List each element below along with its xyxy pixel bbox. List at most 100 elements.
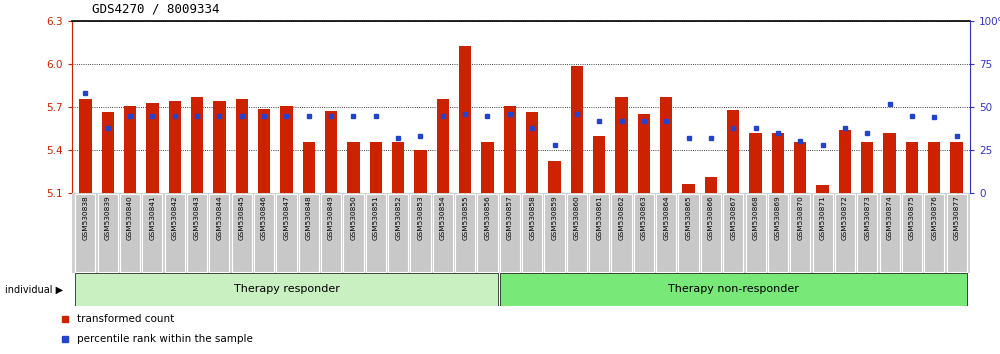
FancyBboxPatch shape (835, 194, 855, 272)
Text: GSM530865: GSM530865 (686, 195, 692, 240)
Text: GSM530864: GSM530864 (663, 195, 669, 240)
Bar (414, 150, 427, 193)
FancyBboxPatch shape (656, 194, 676, 272)
Text: GSM530869: GSM530869 (775, 195, 781, 240)
FancyBboxPatch shape (187, 194, 207, 272)
Bar (102, 112, 114, 193)
FancyBboxPatch shape (321, 194, 341, 272)
Bar (370, 142, 382, 193)
FancyBboxPatch shape (746, 194, 766, 272)
Text: GSM530838: GSM530838 (82, 195, 88, 240)
Text: GDS4270 / 8009334: GDS4270 / 8009334 (92, 3, 220, 16)
Bar (906, 142, 918, 193)
Bar (950, 142, 963, 193)
FancyBboxPatch shape (98, 194, 118, 272)
Text: GSM530871: GSM530871 (820, 195, 826, 240)
Text: GSM530856: GSM530856 (484, 195, 490, 240)
FancyBboxPatch shape (544, 194, 565, 272)
FancyBboxPatch shape (75, 194, 95, 272)
Text: individual ▶: individual ▶ (5, 284, 63, 295)
Bar (816, 185, 829, 193)
Text: GSM530872: GSM530872 (842, 195, 848, 240)
Text: GSM530870: GSM530870 (797, 195, 803, 240)
Text: GSM530851: GSM530851 (373, 195, 379, 240)
Text: GSM530862: GSM530862 (619, 195, 625, 240)
FancyBboxPatch shape (410, 194, 431, 272)
Text: GSM530854: GSM530854 (440, 195, 446, 240)
FancyBboxPatch shape (388, 194, 408, 272)
Text: GSM530866: GSM530866 (708, 195, 714, 240)
FancyBboxPatch shape (723, 194, 743, 272)
Bar (347, 142, 360, 193)
Bar (303, 142, 315, 193)
Text: GSM530863: GSM530863 (641, 195, 647, 240)
Text: GSM530850: GSM530850 (350, 195, 356, 240)
Text: GSM530841: GSM530841 (149, 195, 155, 240)
Bar (883, 133, 896, 193)
Bar (169, 101, 181, 193)
Text: GSM530844: GSM530844 (216, 195, 222, 240)
Bar (325, 112, 337, 193)
FancyBboxPatch shape (880, 194, 900, 272)
Text: GSM530848: GSM530848 (306, 195, 312, 240)
Bar (749, 133, 762, 193)
FancyBboxPatch shape (232, 194, 252, 272)
Text: GSM530874: GSM530874 (887, 195, 893, 240)
Bar (861, 142, 873, 193)
Text: GSM530847: GSM530847 (283, 195, 289, 240)
Text: GSM530842: GSM530842 (172, 195, 178, 240)
FancyBboxPatch shape (120, 194, 140, 272)
FancyBboxPatch shape (75, 273, 498, 306)
Bar (437, 98, 449, 193)
Text: GSM530875: GSM530875 (909, 195, 915, 240)
Bar (571, 65, 583, 193)
FancyBboxPatch shape (455, 194, 475, 272)
FancyBboxPatch shape (165, 194, 185, 272)
Bar (280, 106, 293, 193)
Bar (79, 99, 92, 193)
FancyBboxPatch shape (924, 194, 944, 272)
Bar (481, 142, 494, 193)
Bar (928, 142, 940, 193)
Bar (191, 97, 203, 193)
Bar (794, 142, 806, 193)
Bar (504, 106, 516, 193)
Text: GSM530845: GSM530845 (239, 195, 245, 240)
Bar (660, 97, 672, 193)
FancyBboxPatch shape (947, 194, 967, 272)
Text: GSM530858: GSM530858 (529, 195, 535, 240)
Text: GSM530849: GSM530849 (328, 195, 334, 240)
FancyBboxPatch shape (299, 194, 319, 272)
FancyBboxPatch shape (902, 194, 922, 272)
FancyBboxPatch shape (611, 194, 632, 272)
Text: GSM530840: GSM530840 (127, 195, 133, 240)
Text: GSM530857: GSM530857 (507, 195, 513, 240)
Bar (258, 109, 270, 193)
Text: GSM530855: GSM530855 (462, 195, 468, 240)
FancyBboxPatch shape (500, 273, 967, 306)
Bar (459, 46, 471, 193)
Bar (236, 99, 248, 193)
Text: Therapy responder: Therapy responder (234, 284, 339, 295)
Text: GSM530852: GSM530852 (395, 195, 401, 240)
Bar (615, 97, 628, 193)
Bar (146, 103, 159, 193)
Text: GSM530877: GSM530877 (954, 195, 960, 240)
FancyBboxPatch shape (366, 194, 386, 272)
Text: percentile rank within the sample: percentile rank within the sample (77, 335, 253, 344)
Bar (772, 133, 784, 193)
Bar (727, 110, 739, 193)
FancyBboxPatch shape (433, 194, 453, 272)
Bar (526, 112, 538, 193)
Text: GSM530860: GSM530860 (574, 195, 580, 240)
FancyBboxPatch shape (790, 194, 810, 272)
Text: GSM530839: GSM530839 (105, 195, 111, 240)
FancyBboxPatch shape (343, 194, 364, 272)
FancyBboxPatch shape (276, 194, 296, 272)
Bar (124, 105, 136, 193)
Text: GSM530843: GSM530843 (194, 195, 200, 240)
FancyBboxPatch shape (634, 194, 654, 272)
FancyBboxPatch shape (567, 194, 587, 272)
Text: GSM530873: GSM530873 (864, 195, 870, 240)
FancyBboxPatch shape (678, 194, 699, 272)
